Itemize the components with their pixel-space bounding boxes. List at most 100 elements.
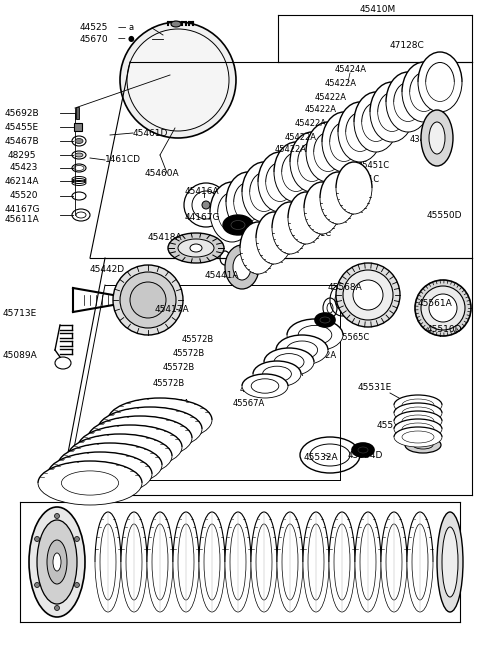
Ellipse shape bbox=[225, 512, 251, 612]
Text: 45510D: 45510D bbox=[427, 325, 463, 335]
Ellipse shape bbox=[274, 354, 304, 371]
Ellipse shape bbox=[72, 462, 129, 486]
Ellipse shape bbox=[407, 512, 433, 612]
Ellipse shape bbox=[75, 138, 83, 144]
Ellipse shape bbox=[394, 419, 442, 439]
Ellipse shape bbox=[48, 452, 152, 496]
Ellipse shape bbox=[127, 29, 229, 131]
Text: 45573A: 45573A bbox=[138, 428, 170, 436]
Bar bbox=[76, 107, 79, 119]
Text: 45455E: 45455E bbox=[5, 123, 39, 131]
Ellipse shape bbox=[429, 122, 445, 154]
Ellipse shape bbox=[68, 434, 172, 478]
Ellipse shape bbox=[256, 212, 292, 264]
Ellipse shape bbox=[233, 254, 251, 280]
Text: 47128C: 47128C bbox=[390, 41, 425, 51]
Ellipse shape bbox=[303, 512, 329, 612]
Ellipse shape bbox=[240, 222, 276, 274]
Text: 45534D: 45534D bbox=[348, 451, 384, 459]
Ellipse shape bbox=[415, 280, 471, 336]
Ellipse shape bbox=[298, 325, 332, 344]
Ellipse shape bbox=[272, 202, 308, 254]
Ellipse shape bbox=[55, 605, 60, 611]
Ellipse shape bbox=[132, 408, 189, 432]
Ellipse shape bbox=[338, 102, 382, 162]
Ellipse shape bbox=[55, 514, 60, 518]
Ellipse shape bbox=[121, 417, 179, 441]
Ellipse shape bbox=[95, 512, 121, 612]
Ellipse shape bbox=[121, 512, 147, 612]
Ellipse shape bbox=[173, 512, 199, 612]
Text: 45461D: 45461D bbox=[133, 129, 168, 138]
Ellipse shape bbox=[29, 507, 85, 617]
Ellipse shape bbox=[264, 348, 314, 376]
Text: 45422A: 45422A bbox=[275, 146, 307, 155]
Ellipse shape bbox=[355, 512, 381, 612]
Ellipse shape bbox=[111, 426, 168, 450]
Ellipse shape bbox=[120, 272, 176, 328]
Text: 45611A: 45611A bbox=[5, 216, 40, 224]
Text: 45442D: 45442D bbox=[90, 266, 125, 274]
Ellipse shape bbox=[101, 435, 158, 459]
Text: 45417A: 45417A bbox=[155, 306, 190, 314]
Ellipse shape bbox=[322, 112, 366, 172]
Ellipse shape bbox=[74, 583, 79, 588]
Ellipse shape bbox=[287, 319, 343, 351]
Ellipse shape bbox=[394, 403, 442, 423]
Text: 48295: 48295 bbox=[8, 150, 36, 159]
Ellipse shape bbox=[402, 62, 446, 122]
Ellipse shape bbox=[98, 407, 202, 451]
Text: 45410M: 45410M bbox=[360, 5, 396, 14]
Text: 45572B: 45572B bbox=[153, 379, 185, 388]
Ellipse shape bbox=[320, 172, 356, 224]
Ellipse shape bbox=[394, 427, 442, 447]
Text: 45422A: 45422A bbox=[315, 92, 347, 102]
Ellipse shape bbox=[274, 142, 318, 202]
Text: 45467B: 45467B bbox=[5, 136, 40, 146]
Ellipse shape bbox=[78, 425, 182, 469]
Ellipse shape bbox=[421, 110, 453, 166]
Text: 44167G: 44167G bbox=[5, 205, 40, 215]
Text: 45573A: 45573A bbox=[128, 443, 160, 451]
Text: 45670: 45670 bbox=[80, 35, 108, 43]
Ellipse shape bbox=[242, 162, 286, 222]
Text: 45423: 45423 bbox=[10, 163, 38, 173]
Ellipse shape bbox=[82, 453, 139, 477]
Text: 45416A: 45416A bbox=[185, 188, 220, 197]
Text: 45418A: 45418A bbox=[148, 234, 182, 243]
Ellipse shape bbox=[287, 341, 318, 359]
Ellipse shape bbox=[336, 263, 400, 327]
Ellipse shape bbox=[251, 379, 279, 393]
Text: 45568A: 45568A bbox=[328, 283, 363, 293]
Ellipse shape bbox=[231, 220, 245, 230]
Ellipse shape bbox=[35, 583, 39, 588]
Ellipse shape bbox=[276, 335, 328, 365]
Ellipse shape bbox=[35, 537, 39, 541]
Text: 45565C: 45565C bbox=[338, 333, 370, 342]
Text: 45561A: 45561A bbox=[418, 300, 453, 308]
Text: 45573A: 45573A bbox=[158, 398, 190, 407]
Ellipse shape bbox=[190, 244, 202, 252]
Ellipse shape bbox=[171, 21, 181, 27]
Text: 43485: 43485 bbox=[410, 136, 436, 144]
Ellipse shape bbox=[47, 540, 67, 584]
Text: 45451C: 45451C bbox=[338, 188, 370, 197]
Ellipse shape bbox=[199, 512, 225, 612]
Ellipse shape bbox=[202, 201, 210, 209]
Text: 45562A: 45562A bbox=[305, 352, 337, 361]
Ellipse shape bbox=[304, 182, 340, 234]
Ellipse shape bbox=[290, 132, 334, 192]
Text: 45566A: 45566A bbox=[272, 369, 304, 377]
Ellipse shape bbox=[210, 182, 254, 242]
Ellipse shape bbox=[405, 437, 441, 453]
Ellipse shape bbox=[386, 72, 430, 132]
Text: 45572B: 45572B bbox=[182, 335, 214, 344]
Ellipse shape bbox=[277, 512, 303, 612]
Text: 1461CD: 1461CD bbox=[105, 155, 141, 165]
Ellipse shape bbox=[253, 361, 301, 387]
Text: 45089A: 45089A bbox=[3, 350, 38, 359]
Text: 45422A: 45422A bbox=[285, 133, 317, 142]
Ellipse shape bbox=[381, 512, 407, 612]
Text: 45533F: 45533F bbox=[377, 420, 411, 430]
Ellipse shape bbox=[358, 447, 368, 453]
